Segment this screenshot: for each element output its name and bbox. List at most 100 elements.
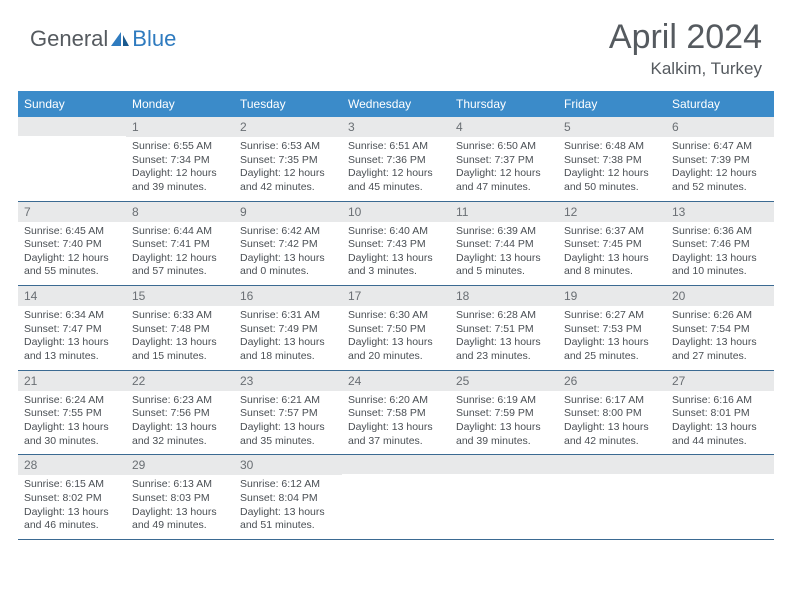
daylight-text: and 18 minutes.	[240, 350, 336, 364]
day-number	[450, 455, 558, 474]
day-details: Sunrise: 6:55 AMSunset: 7:34 PMDaylight:…	[126, 137, 234, 201]
day-details: Sunrise: 6:15 AMSunset: 8:02 PMDaylight:…	[18, 475, 126, 539]
day-number	[18, 117, 126, 136]
day-cell: 7Sunrise: 6:45 AMSunset: 7:40 PMDaylight…	[18, 202, 126, 286]
day-number: 18	[450, 286, 558, 306]
day-cell: 30Sunrise: 6:12 AMSunset: 8:04 PMDayligh…	[234, 455, 342, 539]
day-number: 11	[450, 202, 558, 222]
day-cell: 8Sunrise: 6:44 AMSunset: 7:41 PMDaylight…	[126, 202, 234, 286]
daylight-text: and 44 minutes.	[672, 435, 768, 449]
daylight-text: and 47 minutes.	[456, 181, 552, 195]
day-cell: 10Sunrise: 6:40 AMSunset: 7:43 PMDayligh…	[342, 202, 450, 286]
sunset-text: Sunset: 7:38 PM	[564, 154, 660, 168]
day-number: 5	[558, 117, 666, 137]
weekday-header: Thursday	[450, 91, 558, 117]
daylight-text: Daylight: 13 hours	[348, 336, 444, 350]
daylight-text: Daylight: 13 hours	[564, 252, 660, 266]
day-cell: 13Sunrise: 6:36 AMSunset: 7:46 PMDayligh…	[666, 202, 774, 286]
daylight-text: Daylight: 13 hours	[348, 252, 444, 266]
sunrise-text: Sunrise: 6:21 AM	[240, 394, 336, 408]
daylight-text: Daylight: 12 hours	[672, 167, 768, 181]
daylight-text: Daylight: 13 hours	[132, 336, 228, 350]
daylight-text: Daylight: 12 hours	[132, 167, 228, 181]
day-details: Sunrise: 6:31 AMSunset: 7:49 PMDaylight:…	[234, 306, 342, 370]
daylight-text: Daylight: 13 hours	[672, 252, 768, 266]
day-number: 6	[666, 117, 774, 137]
sunset-text: Sunset: 7:48 PM	[132, 323, 228, 337]
daylight-text: Daylight: 12 hours	[456, 167, 552, 181]
daylight-text: Daylight: 13 hours	[672, 421, 768, 435]
daylight-text: Daylight: 13 hours	[132, 506, 228, 520]
day-cell	[342, 455, 450, 539]
daylight-text: and 23 minutes.	[456, 350, 552, 364]
daylight-text: and 32 minutes.	[132, 435, 228, 449]
day-number: 15	[126, 286, 234, 306]
sunset-text: Sunset: 7:47 PM	[24, 323, 120, 337]
day-number: 1	[126, 117, 234, 137]
sunrise-text: Sunrise: 6:28 AM	[456, 309, 552, 323]
day-details: Sunrise: 6:36 AMSunset: 7:46 PMDaylight:…	[666, 222, 774, 286]
daylight-text: and 39 minutes.	[456, 435, 552, 449]
day-number	[666, 455, 774, 474]
day-details: Sunrise: 6:37 AMSunset: 7:45 PMDaylight:…	[558, 222, 666, 286]
weekday-header: Wednesday	[342, 91, 450, 117]
sunrise-text: Sunrise: 6:40 AM	[348, 225, 444, 239]
day-cell: 27Sunrise: 6:16 AMSunset: 8:01 PMDayligh…	[666, 371, 774, 455]
day-number: 27	[666, 371, 774, 391]
day-details: Sunrise: 6:51 AMSunset: 7:36 PMDaylight:…	[342, 137, 450, 201]
day-details: Sunrise: 6:27 AMSunset: 7:53 PMDaylight:…	[558, 306, 666, 370]
daylight-text: and 10 minutes.	[672, 265, 768, 279]
sunrise-text: Sunrise: 6:44 AM	[132, 225, 228, 239]
weekday-header-row: Sunday Monday Tuesday Wednesday Thursday…	[18, 91, 774, 117]
sunset-text: Sunset: 7:41 PM	[132, 238, 228, 252]
day-number: 16	[234, 286, 342, 306]
daylight-text: Daylight: 13 hours	[24, 336, 120, 350]
day-cell: 11Sunrise: 6:39 AMSunset: 7:44 PMDayligh…	[450, 202, 558, 286]
day-cell: 4Sunrise: 6:50 AMSunset: 7:37 PMDaylight…	[450, 117, 558, 201]
day-cell: 19Sunrise: 6:27 AMSunset: 7:53 PMDayligh…	[558, 286, 666, 370]
month-title: April 2024	[609, 18, 762, 57]
sunrise-text: Sunrise: 6:12 AM	[240, 478, 336, 492]
day-details	[18, 136, 126, 191]
day-details	[450, 474, 558, 529]
location: Kalkim, Turkey	[609, 59, 762, 79]
day-details: Sunrise: 6:45 AMSunset: 7:40 PMDaylight:…	[18, 222, 126, 286]
day-cell: 17Sunrise: 6:30 AMSunset: 7:50 PMDayligh…	[342, 286, 450, 370]
sunrise-text: Sunrise: 6:31 AM	[240, 309, 336, 323]
daylight-text: Daylight: 12 hours	[240, 167, 336, 181]
sunset-text: Sunset: 7:35 PM	[240, 154, 336, 168]
day-details: Sunrise: 6:53 AMSunset: 7:35 PMDaylight:…	[234, 137, 342, 201]
daylight-text: Daylight: 13 hours	[240, 252, 336, 266]
sunset-text: Sunset: 7:40 PM	[24, 238, 120, 252]
sunset-text: Sunset: 7:44 PM	[456, 238, 552, 252]
day-details: Sunrise: 6:34 AMSunset: 7:47 PMDaylight:…	[18, 306, 126, 370]
sunrise-text: Sunrise: 6:24 AM	[24, 394, 120, 408]
day-number	[558, 455, 666, 474]
sunset-text: Sunset: 7:54 PM	[672, 323, 768, 337]
day-cell	[666, 455, 774, 539]
daylight-text: Daylight: 12 hours	[24, 252, 120, 266]
day-cell: 21Sunrise: 6:24 AMSunset: 7:55 PMDayligh…	[18, 371, 126, 455]
daylight-text: and 0 minutes.	[240, 265, 336, 279]
day-cell: 26Sunrise: 6:17 AMSunset: 8:00 PMDayligh…	[558, 371, 666, 455]
sunrise-text: Sunrise: 6:17 AM	[564, 394, 660, 408]
day-cell	[18, 117, 126, 201]
day-cell: 22Sunrise: 6:23 AMSunset: 7:56 PMDayligh…	[126, 371, 234, 455]
week-row: 7Sunrise: 6:45 AMSunset: 7:40 PMDaylight…	[18, 202, 774, 287]
day-number: 14	[18, 286, 126, 306]
day-details: Sunrise: 6:17 AMSunset: 8:00 PMDaylight:…	[558, 391, 666, 455]
day-details: Sunrise: 6:21 AMSunset: 7:57 PMDaylight:…	[234, 391, 342, 455]
day-number: 8	[126, 202, 234, 222]
sunset-text: Sunset: 7:49 PM	[240, 323, 336, 337]
daylight-text: Daylight: 13 hours	[24, 506, 120, 520]
day-details: Sunrise: 6:33 AMSunset: 7:48 PMDaylight:…	[126, 306, 234, 370]
sunrise-text: Sunrise: 6:23 AM	[132, 394, 228, 408]
daylight-text: and 57 minutes.	[132, 265, 228, 279]
day-number: 26	[558, 371, 666, 391]
daylight-text: and 51 minutes.	[240, 519, 336, 533]
daylight-text: Daylight: 12 hours	[564, 167, 660, 181]
daylight-text: Daylight: 13 hours	[564, 421, 660, 435]
day-details: Sunrise: 6:23 AMSunset: 7:56 PMDaylight:…	[126, 391, 234, 455]
daylight-text: and 42 minutes.	[564, 435, 660, 449]
sunrise-text: Sunrise: 6:13 AM	[132, 478, 228, 492]
